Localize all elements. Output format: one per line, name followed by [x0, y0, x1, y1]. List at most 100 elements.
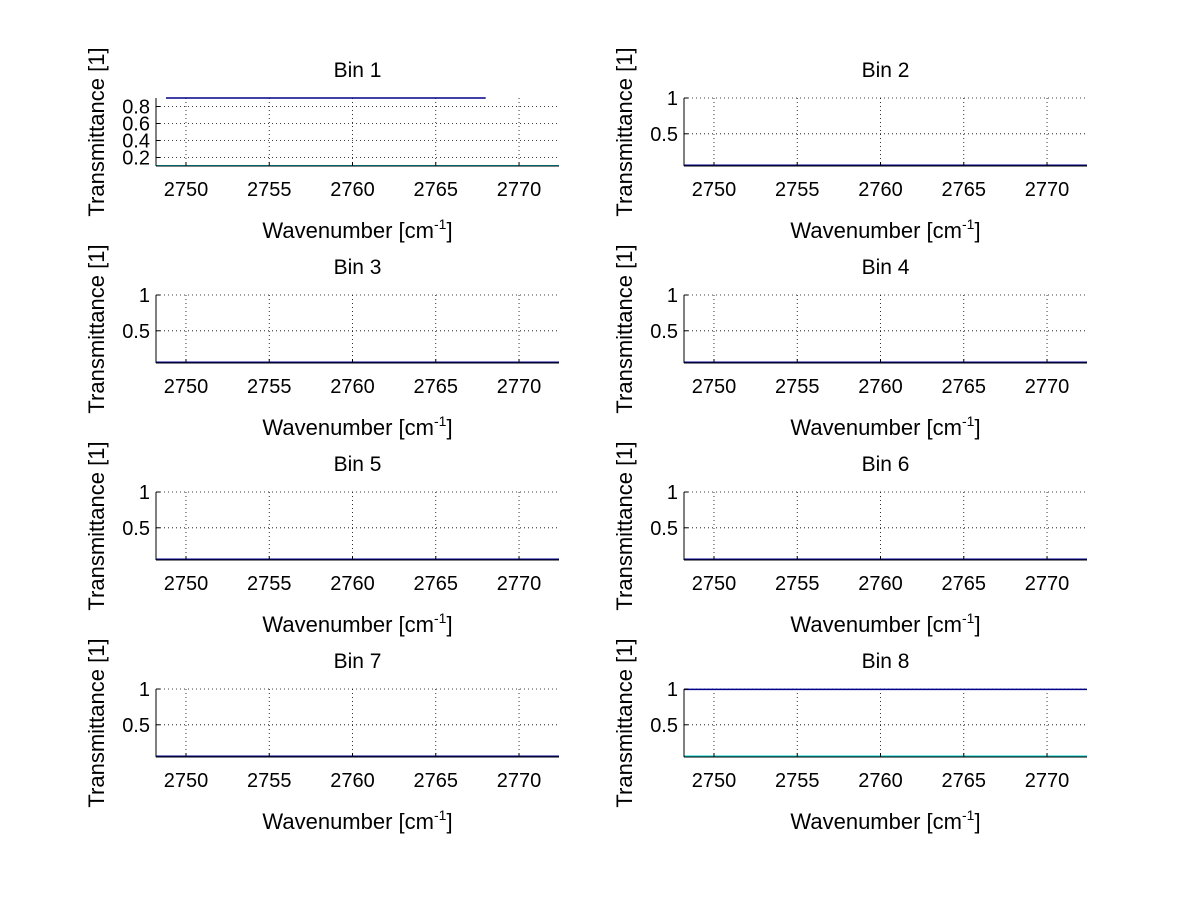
y-tick-label: 1	[667, 679, 678, 701]
x-tick-label: 2750	[692, 573, 737, 595]
subplot-title: Bin 6	[862, 453, 910, 476]
x-axis-label: Wavenumber [cm-1]	[790, 216, 980, 243]
x-tick-label: 2765	[414, 770, 459, 792]
x-tick-label: 2760	[858, 770, 903, 792]
subplot-2: 2750 2755 2760 2765 2770 0.5 1 Bin 2 Wavenumber …	[612, 47, 1087, 243]
y-tick-label: 0.5	[122, 321, 150, 343]
x-tick-label: 2755	[247, 770, 292, 792]
x-tick-label: 2750	[164, 376, 209, 398]
y-axis-label: Transmittance [1]	[612, 244, 637, 413]
x-axis-label-bracket: ]	[446, 218, 452, 243]
x-tick-label: 2770	[1025, 179, 1070, 201]
subplot-title: Bin 8	[862, 650, 910, 673]
x-tick-label: 2765	[414, 573, 459, 595]
subplot-5: 2750 2755 2760 2765 2770 0.5 1 Bin 5 Wavenumber …	[84, 441, 559, 637]
subplot-title: Bin 7	[334, 650, 382, 673]
y-axis-label: Transmittance [1]	[612, 441, 637, 610]
x-axis-label-superscript: -1	[962, 216, 975, 232]
y-tick-label: 0.2	[122, 148, 150, 170]
y-axis-label: Transmittance [1]	[612, 638, 637, 807]
x-tick-label: 2765	[942, 179, 987, 201]
x-tick-label: 2760	[858, 179, 903, 201]
x-tick-label: 2760	[330, 770, 375, 792]
x-axis-label-text: Wavenumber [cm	[262, 809, 434, 834]
y-tick-label: 0.8	[122, 97, 150, 119]
x-tick-label: 2760	[330, 179, 375, 201]
x-axis-label: Wavenumber [cm-1]	[790, 807, 980, 834]
x-tick-label: 2755	[775, 179, 820, 201]
x-axis-label-text: Wavenumber [cm	[790, 809, 962, 834]
y-tick-label: 1	[139, 679, 150, 701]
subplot-3: 2750 2755 2760 2765 2770 0.5 1 Bin 3 Wavenumber …	[84, 244, 559, 440]
y-tick-label: 1	[139, 285, 150, 307]
y-tick-label: 1	[667, 482, 678, 504]
x-axis-label-bracket: ]	[974, 612, 980, 637]
y-tick-label: 0.5	[122, 518, 150, 540]
x-axis-label-text: Wavenumber [cm	[262, 612, 434, 637]
y-tick-label: 0.5	[650, 715, 678, 737]
x-tick-label: 2770	[497, 376, 542, 398]
x-axis-label-bracket: ]	[974, 415, 980, 440]
x-axis-label-superscript: -1	[434, 807, 447, 823]
x-axis-label-bracket: ]	[446, 612, 452, 637]
x-axis-label-text: Wavenumber [cm	[790, 612, 962, 637]
subplot-title: Bin 3	[334, 256, 382, 279]
y-axis-label: Transmittance [1]	[612, 47, 637, 216]
y-tick-label: 0.4	[122, 131, 150, 153]
x-tick-label: 2765	[414, 179, 459, 201]
x-tick-label: 2755	[247, 573, 292, 595]
subplot-4: 2750 2755 2760 2765 2770 0.5 1 Bin 4 Wavenumber …	[612, 244, 1087, 440]
x-tick-label: 2750	[164, 770, 209, 792]
y-tick-label: 0.5	[650, 518, 678, 540]
x-axis-label: Wavenumber [cm-1]	[790, 413, 980, 440]
x-tick-label: 2765	[942, 376, 987, 398]
x-axis-label-superscript: -1	[962, 413, 975, 429]
x-tick-label: 2755	[247, 179, 292, 201]
x-tick-label: 2750	[164, 179, 209, 201]
y-tick-label: 0.5	[122, 715, 150, 737]
x-tick-label: 2770	[1025, 770, 1070, 792]
y-axis-label: Transmittance [1]	[84, 638, 109, 807]
subplot-6: 2750 2755 2760 2765 2770 0.5 1 Bin 6 Wavenumber …	[612, 441, 1087, 637]
x-tick-label: 2765	[942, 573, 987, 595]
x-axis-label-bracket: ]	[446, 809, 452, 834]
x-axis-label-superscript: -1	[434, 610, 447, 626]
x-axis-label: Wavenumber [cm-1]	[262, 413, 452, 440]
x-tick-label: 2750	[692, 376, 737, 398]
x-axis-label-text: Wavenumber [cm	[790, 218, 962, 243]
y-tick-label: 0.5	[650, 124, 678, 146]
y-tick-label: 1	[667, 285, 678, 307]
x-tick-label: 2755	[247, 376, 292, 398]
x-axis-label-bracket: ]	[446, 415, 452, 440]
y-tick-label: 0.5	[650, 321, 678, 343]
x-tick-label: 2770	[1025, 573, 1070, 595]
x-axis-label: Wavenumber [cm-1]	[262, 807, 452, 834]
subplot-title: Bin 5	[334, 453, 382, 476]
x-tick-label: 2750	[164, 573, 209, 595]
y-tick-label: 0.6	[122, 114, 150, 136]
x-tick-label: 2770	[1025, 376, 1070, 398]
x-tick-label: 2750	[692, 179, 737, 201]
x-axis-label: Wavenumber [cm-1]	[262, 610, 452, 637]
x-tick-label: 2755	[775, 770, 820, 792]
x-axis-label: Wavenumber [cm-1]	[262, 216, 452, 243]
subplot-1: 2750 2755 2760 2765 2770 0.20.40.60.8 Bin 1 Wav…	[84, 47, 559, 243]
x-axis-label-superscript: -1	[962, 807, 975, 823]
subplot-7: 2750 2755 2760 2765 2770 0.5 1 Bin 7 Wavenumber …	[84, 638, 559, 834]
subplot-8: 2750 2755 2760 2765 2770 0.5 1 Bin 8 Wavenumber …	[612, 638, 1087, 834]
x-axis-label-superscript: -1	[434, 413, 447, 429]
y-tick-label: 1	[139, 482, 150, 504]
x-axis-label-text: Wavenumber [cm	[262, 415, 434, 440]
y-axis-label: Transmittance [1]	[84, 441, 109, 610]
x-axis-label-text: Wavenumber [cm	[262, 218, 434, 243]
x-axis-label: Wavenumber [cm-1]	[790, 610, 980, 637]
subplot-title: Bin 2	[862, 59, 910, 82]
x-tick-label: 2760	[330, 376, 375, 398]
y-tick-label: 1	[667, 88, 678, 110]
x-axis-label-superscript: -1	[962, 610, 975, 626]
x-tick-label: 2755	[775, 376, 820, 398]
subplot-title: Bin 4	[862, 256, 910, 279]
x-tick-label: 2760	[858, 376, 903, 398]
x-tick-label: 2765	[942, 770, 987, 792]
